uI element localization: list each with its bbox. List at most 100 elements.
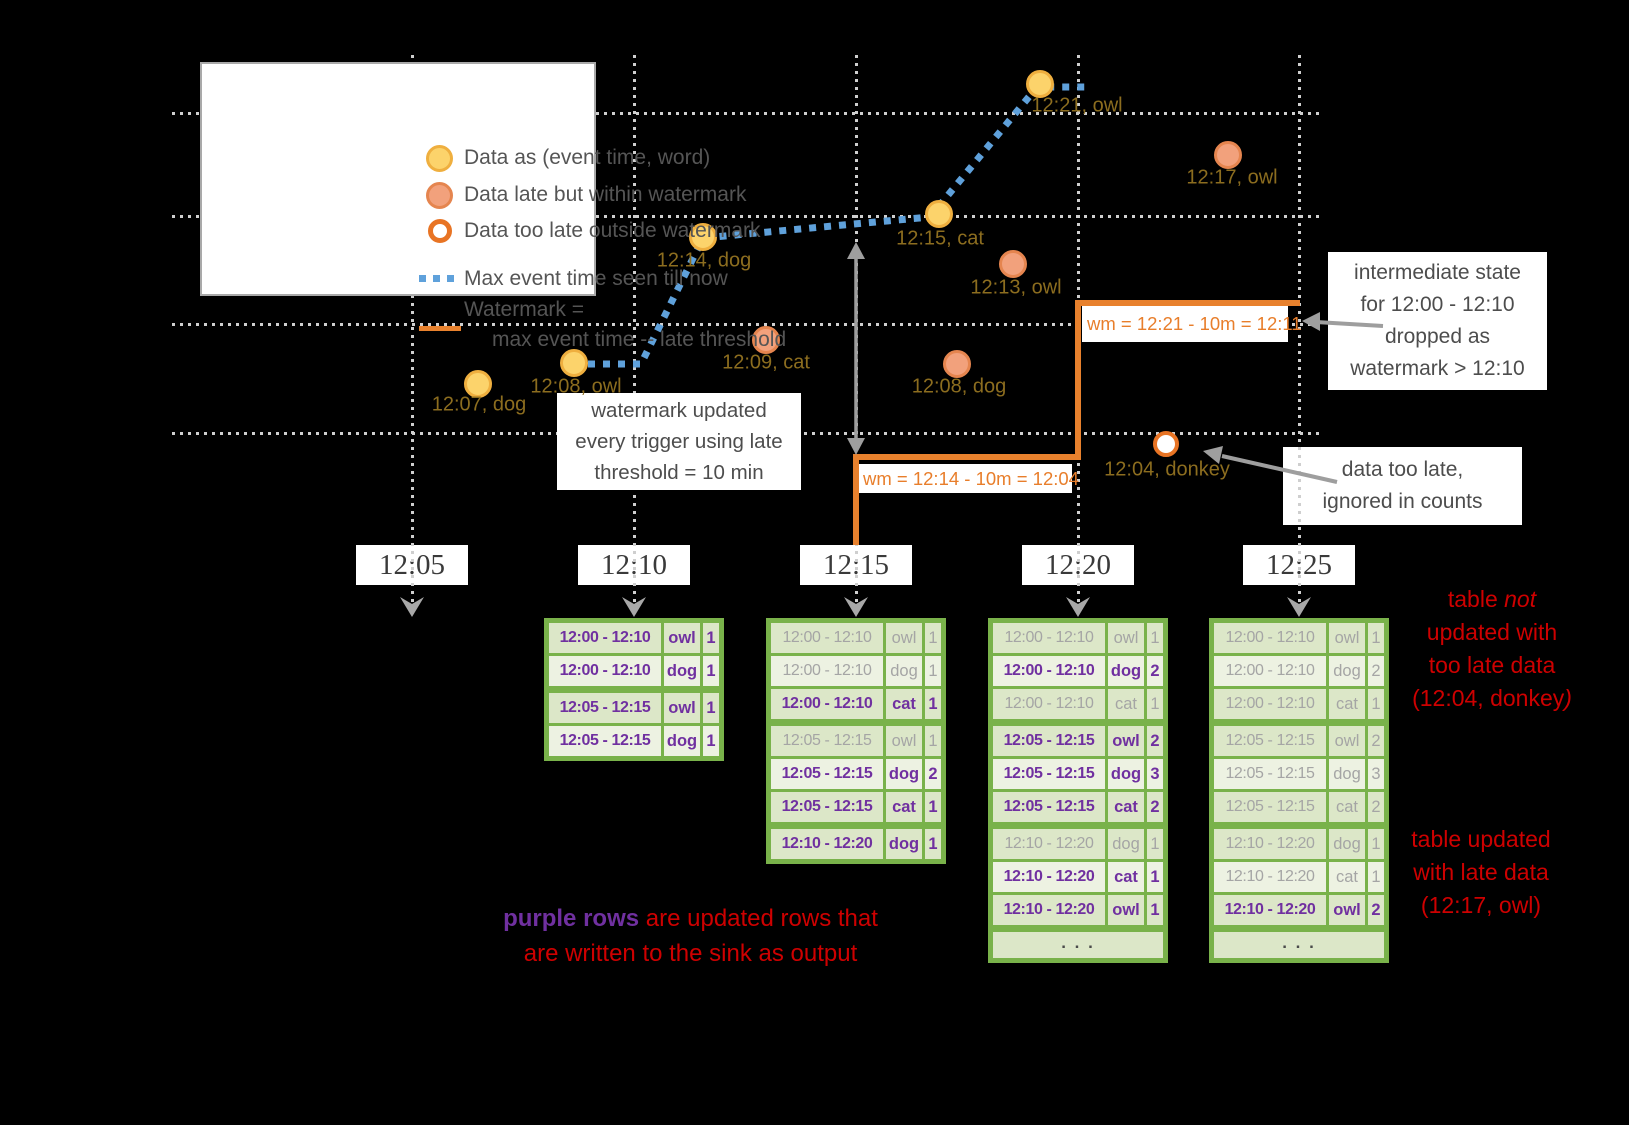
table-row: 12:05 - 12:15 owl 2	[993, 726, 1163, 756]
legend: Data as (event time, word) Data late but…	[200, 62, 786, 351]
text-line: every trigger using late	[575, 430, 783, 453]
result-table-12:25: 12:00 - 12:10 owl 1 12:00 - 12:10 dog 2 12:00 …	[1209, 618, 1389, 963]
table-cell-k: cat	[1329, 689, 1365, 719]
note-table-not-updated: table not updated with too late data (12:04…	[1386, 583, 1598, 715]
late-dot-icon	[426, 182, 453, 209]
table-cell-k: owl	[664, 693, 700, 723]
table-cell-c: 1	[925, 689, 941, 719]
table-cell-w: 12:05 - 12:15	[1214, 759, 1326, 789]
table-cell-k: dog	[1329, 759, 1365, 789]
table-cell-w: 12:05 - 12:15	[1214, 726, 1326, 756]
table-cell-c: 1	[703, 693, 719, 723]
data-point-late-ok	[1214, 141, 1242, 169]
table-cell-c: 1	[1147, 623, 1163, 653]
table-cell-c: 1	[925, 656, 941, 686]
table-row: 12:05 - 12:15 dog 3	[1214, 759, 1384, 789]
data-point-late-ok	[943, 350, 971, 378]
table-cell-w: 12:10 - 12:20	[1214, 895, 1326, 925]
on-time-dot-icon	[426, 145, 453, 172]
table-cell-c: 1	[1368, 862, 1384, 892]
table-cell-k: owl	[1329, 623, 1365, 653]
table-row: 12:00 - 12:10 dog 2	[993, 656, 1163, 686]
table-cell-k: dog	[1329, 656, 1365, 686]
data-point-label: 12:15, cat	[896, 227, 984, 250]
data-point-label: 12:07, dog	[431, 393, 527, 416]
table-cell-c: 3	[1147, 759, 1163, 789]
table-row: 12:00 - 12:10 cat 1	[771, 689, 941, 719]
text-line: watermark > 12:10	[1350, 357, 1525, 380]
orange-line-icon	[419, 326, 461, 331]
table-cell-w: 12:05 - 12:15	[1214, 792, 1326, 822]
text-line: dropped as	[1384, 325, 1491, 348]
table-cell-w: 12:00 - 12:10	[993, 689, 1105, 719]
table-row: 12:05 - 12:15 cat 2	[1214, 792, 1384, 822]
table-cell-c: 1	[703, 726, 719, 756]
data-point-label: 12:21, owl	[1031, 94, 1123, 117]
data-point-on-time	[464, 370, 492, 398]
blue-dashed-line-icon	[419, 275, 461, 282]
table-cell-c: 2	[1368, 792, 1384, 822]
text-line: (12:17, owl)	[1420, 892, 1542, 918]
table-row: 12:10 - 12:20 cat 1	[1214, 862, 1384, 892]
table-cell-w: 12:10 - 12:20	[993, 862, 1105, 892]
table-cell-k: cat	[1329, 792, 1365, 822]
table-cell-k: owl	[1108, 895, 1144, 925]
table-cell-k: owl	[1329, 726, 1365, 756]
table-cell-w: 12:05 - 12:15	[993, 792, 1105, 822]
table-row: 12:05 - 12:15 dog 2	[771, 759, 941, 789]
gridline-vertical	[411, 55, 414, 611]
table-cell-c: 3	[1368, 759, 1384, 789]
table-cell-c: 1	[1147, 895, 1163, 925]
legend-label: Data too late outside watermark	[464, 219, 761, 242]
table-row: 12:10 - 12:20 dog 1	[993, 829, 1163, 859]
table-cell-c: 2	[1147, 656, 1163, 686]
table-cell-w: 12:00 - 12:10	[1214, 689, 1326, 719]
table-cell-k: owl	[1108, 623, 1144, 653]
table-cell-w: 12:10 - 12:20	[993, 829, 1105, 859]
table-cell-w: 12:05 - 12:15	[993, 759, 1105, 789]
table-cell-w: 12:10 - 12:20	[771, 829, 883, 859]
gridline-vertical	[855, 55, 858, 611]
table-cell-k: dog	[1108, 759, 1144, 789]
data-point-on-time	[560, 349, 588, 377]
text-line: purple rows are updated rows that	[503, 905, 878, 932]
callout-too-late: data too late, ignored in counts	[1283, 447, 1522, 525]
table-row: 12:05 - 12:15 owl 1	[771, 726, 941, 756]
text-line: ignored in counts	[1322, 490, 1483, 513]
table-cell-k: owl	[664, 623, 700, 653]
table-cell-w: 12:00 - 12:10	[993, 623, 1105, 653]
table-row: 12:00 - 12:10 owl 1	[1214, 623, 1384, 653]
table-cell-k: dog	[886, 829, 922, 859]
table-cell-w: 12:00 - 12:10	[1214, 656, 1326, 686]
table-ellipsis-row: . . .	[1214, 932, 1384, 958]
table-cell-k: dog	[886, 759, 922, 789]
text-line: threshold = 10 min	[594, 461, 764, 484]
text-line: table not	[1447, 586, 1537, 612]
table-row: 12:00 - 12:10 cat 1	[1214, 689, 1384, 719]
text-line: intermediate state	[1354, 261, 1521, 284]
legend-label: Watermark =	[464, 298, 584, 321]
table-row: 12:00 - 12:10 dog 2	[1214, 656, 1384, 686]
table-cell-k: cat	[1108, 792, 1144, 822]
table-cell-w: 12:00 - 12:10	[771, 623, 883, 653]
table-row: 12:05 - 12:15 cat 2	[993, 792, 1163, 822]
too-late-dot-icon	[428, 219, 452, 243]
table-cell-k: dog	[664, 726, 700, 756]
table-cell-c: 1	[703, 623, 719, 653]
table-cell-w: 12:05 - 12:15	[993, 726, 1105, 756]
table-cell-c: 1	[1147, 829, 1163, 859]
text-line: data too late,	[1341, 458, 1464, 481]
table-cell-k: owl	[886, 623, 922, 653]
table-row: 12:00 - 12:10 owl 1	[771, 623, 941, 653]
text-line: updated with	[1426, 619, 1558, 645]
legend-label: max event time -- late threshold	[492, 328, 787, 351]
table-cell-k: cat	[1108, 689, 1144, 719]
table-row: 12:05 - 12:15 dog 1	[549, 726, 719, 756]
table-cell-k: dog	[1108, 829, 1144, 859]
table-row: 12:10 - 12:20 owl 1	[993, 895, 1163, 925]
table-cell-w: 12:05 - 12:15	[549, 693, 661, 723]
table-cell-k: cat	[886, 792, 922, 822]
table-cell-c: 1	[925, 792, 941, 822]
table-row: 12:10 - 12:20 dog 1	[771, 829, 941, 859]
